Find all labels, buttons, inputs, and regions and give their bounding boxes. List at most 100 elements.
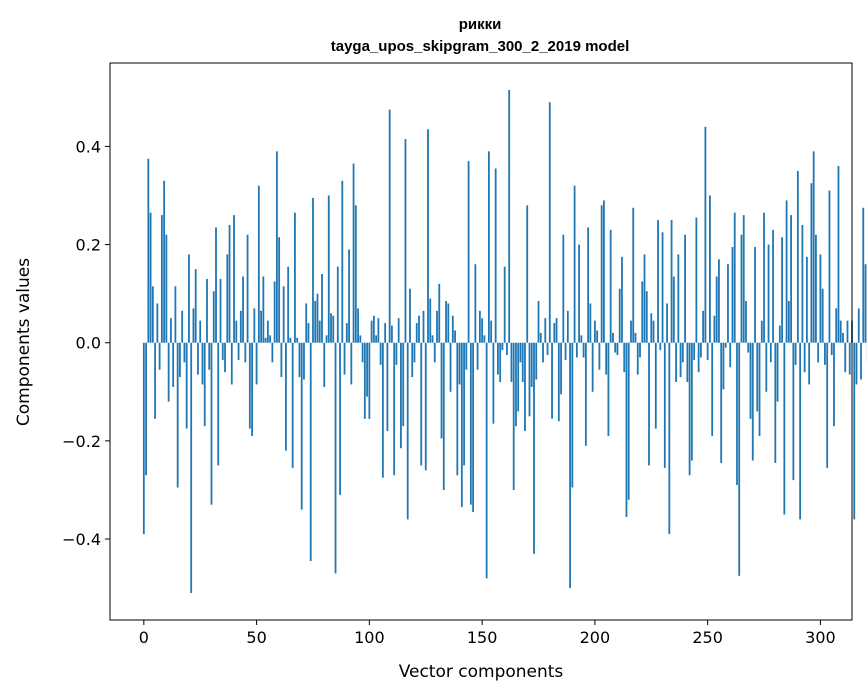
bar [368, 342, 371, 419]
bar [156, 303, 159, 343]
bar [591, 342, 594, 392]
bar [251, 342, 253, 436]
bar [837, 166, 840, 343]
bar [706, 342, 709, 360]
bar [864, 264, 867, 343]
bar [298, 342, 301, 378]
bar [307, 323, 310, 343]
bar [332, 315, 335, 343]
bar [785, 200, 788, 343]
bar [756, 342, 759, 412]
bar [634, 332, 637, 343]
bar [584, 342, 587, 446]
bar [260, 310, 262, 343]
bar [163, 180, 166, 343]
y-tick-label: 0.4 [76, 137, 101, 156]
bar [469, 342, 472, 505]
bar [145, 342, 147, 476]
bar [808, 342, 811, 385]
bar [688, 342, 691, 476]
bar [833, 342, 835, 427]
bar [853, 342, 856, 520]
bar [244, 342, 247, 363]
bar [212, 291, 215, 343]
bar [415, 323, 418, 343]
bar [197, 342, 199, 375]
bar [424, 342, 427, 471]
bar [542, 342, 544, 363]
bar [596, 330, 599, 343]
bar [758, 342, 761, 436]
bar [420, 342, 423, 466]
bar [711, 342, 714, 436]
bar [819, 254, 822, 343]
bar [774, 342, 777, 463]
bar-series [142, 89, 867, 594]
bar [167, 342, 170, 402]
bar [621, 256, 623, 343]
bar [765, 342, 768, 392]
bar [449, 342, 452, 392]
bar [242, 276, 244, 343]
bar [573, 185, 576, 343]
bar [654, 342, 657, 429]
bar [393, 342, 396, 476]
bar [436, 310, 438, 343]
bar [544, 318, 547, 343]
bar [772, 229, 774, 343]
bar [749, 342, 752, 419]
bar [794, 342, 797, 365]
y-axis-label: Components values [14, 258, 34, 426]
y-tick-label: −0.2 [62, 432, 101, 451]
bar [524, 342, 526, 432]
bar [492, 342, 495, 424]
bar [704, 126, 707, 343]
bar [287, 266, 290, 343]
bar [440, 342, 443, 439]
bar [339, 342, 341, 495]
bar [239, 310, 242, 343]
bar [314, 301, 317, 343]
bar [158, 342, 161, 370]
bar [377, 318, 380, 343]
bar [285, 342, 287, 451]
bar [215, 227, 217, 343]
bar [763, 212, 765, 343]
bar [490, 320, 493, 343]
bar [174, 286, 177, 343]
bar [623, 342, 626, 373]
bar [699, 342, 702, 358]
bar [668, 342, 671, 535]
bar [183, 342, 186, 363]
bar [375, 335, 378, 343]
bar [709, 195, 711, 343]
x-tick-label: 0 [139, 628, 149, 647]
bar [226, 254, 229, 343]
bar [192, 308, 195, 343]
bar [406, 342, 409, 520]
bar [404, 139, 407, 343]
bar [323, 342, 326, 387]
bar [176, 342, 179, 488]
bar [386, 342, 389, 432]
y-tick-label: 0.2 [76, 236, 101, 255]
bar [363, 342, 366, 419]
bar [179, 342, 181, 378]
bar [210, 342, 213, 505]
bar [609, 229, 612, 343]
bar [203, 342, 206, 427]
bar [817, 342, 820, 363]
bar [230, 342, 233, 385]
bar [217, 342, 220, 466]
bar [733, 212, 736, 343]
bar [237, 342, 240, 360]
bar [551, 342, 553, 419]
bar [456, 342, 459, 476]
bar [201, 342, 204, 385]
bar [839, 320, 842, 343]
bar [801, 224, 804, 343]
bar [724, 342, 727, 348]
bar [555, 318, 558, 343]
bar [862, 207, 865, 343]
bar [663, 342, 666, 468]
